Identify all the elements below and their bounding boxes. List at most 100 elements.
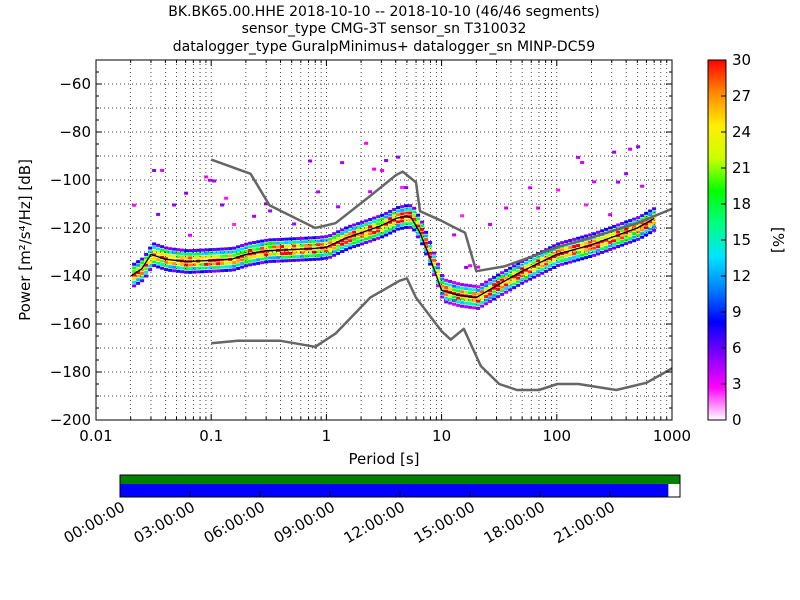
psd-cell xyxy=(208,251,213,255)
psd-cell xyxy=(520,274,525,278)
psd-cell xyxy=(148,257,153,261)
psd-cell xyxy=(360,228,365,232)
psd-cell xyxy=(596,252,601,256)
psd-cell xyxy=(600,250,605,254)
psd-cell xyxy=(220,251,225,255)
psd-cell xyxy=(636,230,641,234)
psd-cell xyxy=(564,261,569,265)
psd-cell xyxy=(636,219,641,223)
psd-cell xyxy=(552,262,557,266)
y-tick-label: −100 xyxy=(50,171,91,189)
psd-cell xyxy=(548,246,553,250)
psd-cell xyxy=(152,249,157,253)
psd-cell xyxy=(404,225,409,229)
psd-cell xyxy=(492,297,497,301)
psd-cell xyxy=(244,257,249,261)
psd-cell xyxy=(276,245,281,249)
psd-cell xyxy=(548,253,553,257)
psd-cell xyxy=(168,268,173,272)
psd-cell xyxy=(144,256,149,260)
psd-cell xyxy=(260,243,265,247)
psd-cell xyxy=(344,244,349,248)
psd-cell xyxy=(552,244,557,248)
psd-cell xyxy=(396,209,401,213)
colorbar-tick-label: 15 xyxy=(732,231,751,249)
psd-cell xyxy=(328,237,333,241)
psd-cell xyxy=(588,255,593,259)
psd-cell xyxy=(164,250,169,254)
psd-cell xyxy=(528,263,533,267)
psd-cell xyxy=(408,215,413,219)
psd-cell xyxy=(180,266,185,270)
psd-cell xyxy=(400,208,405,212)
psd-cell xyxy=(452,288,457,292)
psd-cell xyxy=(372,227,377,231)
psd-cell xyxy=(568,246,573,250)
psd-cell xyxy=(296,240,301,244)
psd-cell xyxy=(372,223,377,227)
psd-cell xyxy=(620,222,625,226)
psd-cell xyxy=(556,188,561,192)
psd-cell xyxy=(220,261,225,265)
psd-cell xyxy=(152,260,157,264)
psd-cell xyxy=(580,253,585,257)
psd-cell xyxy=(632,224,637,228)
psd-cell xyxy=(536,273,541,277)
psd-cell xyxy=(636,226,641,230)
psd-cell xyxy=(268,260,273,264)
psd-cell xyxy=(156,265,161,269)
psd-cell xyxy=(372,230,377,234)
psd-cell xyxy=(348,232,353,236)
psd-cell xyxy=(364,233,369,237)
psd-cell xyxy=(524,275,529,279)
psd-cell xyxy=(372,220,377,224)
psd-cell xyxy=(508,281,513,285)
psd-cell xyxy=(208,248,213,252)
psd-cell xyxy=(392,218,397,222)
x-axis-label: Period [s] xyxy=(348,450,419,468)
psd-cell xyxy=(148,264,153,268)
psd-cell xyxy=(276,259,281,263)
psd-cell xyxy=(528,259,533,263)
psd-cell xyxy=(468,284,473,288)
psd-cell xyxy=(196,266,201,270)
psd-cell xyxy=(632,217,637,221)
psd-cell xyxy=(536,266,541,270)
time-tick-label: 09:00:00 xyxy=(271,498,338,547)
psd-cell xyxy=(560,241,565,245)
psd-cell xyxy=(436,277,441,281)
chart-title-line-2: sensor_type CMG-3T sensor_sn T310032 xyxy=(242,21,527,37)
psd-cell xyxy=(516,273,521,277)
psd-cell xyxy=(480,297,485,301)
psd-cell xyxy=(340,239,345,243)
psd-cell xyxy=(636,234,641,238)
psd-cell xyxy=(552,251,557,255)
time-tick-label: 06:00:00 xyxy=(201,498,268,547)
psd-cell xyxy=(308,240,313,244)
psd-cell xyxy=(216,269,221,273)
psd-cell xyxy=(252,248,257,252)
psd-cell xyxy=(344,237,349,241)
psd-cell xyxy=(572,259,577,263)
psd-cell xyxy=(640,221,645,225)
psd-cell xyxy=(260,246,265,250)
psd-cell xyxy=(428,248,433,252)
psd-cell xyxy=(516,280,521,284)
psd-cell xyxy=(208,266,213,270)
psd-cell xyxy=(340,246,345,250)
psd-cell xyxy=(280,255,285,259)
psd-cell xyxy=(368,190,373,194)
psd-cell xyxy=(496,287,501,291)
psd-cell xyxy=(356,222,361,226)
psd-cell xyxy=(592,232,597,236)
psd-cell xyxy=(292,222,297,226)
psd-heatmap xyxy=(132,141,657,310)
x-tick-label: 0.1 xyxy=(199,427,223,445)
psd-cell xyxy=(380,168,385,172)
psd-cell xyxy=(568,256,573,260)
psd-cell xyxy=(312,243,317,247)
psd-cell xyxy=(260,239,265,243)
psd-cell xyxy=(396,227,401,231)
psd-cell xyxy=(136,270,141,274)
psd-cell xyxy=(400,219,405,223)
